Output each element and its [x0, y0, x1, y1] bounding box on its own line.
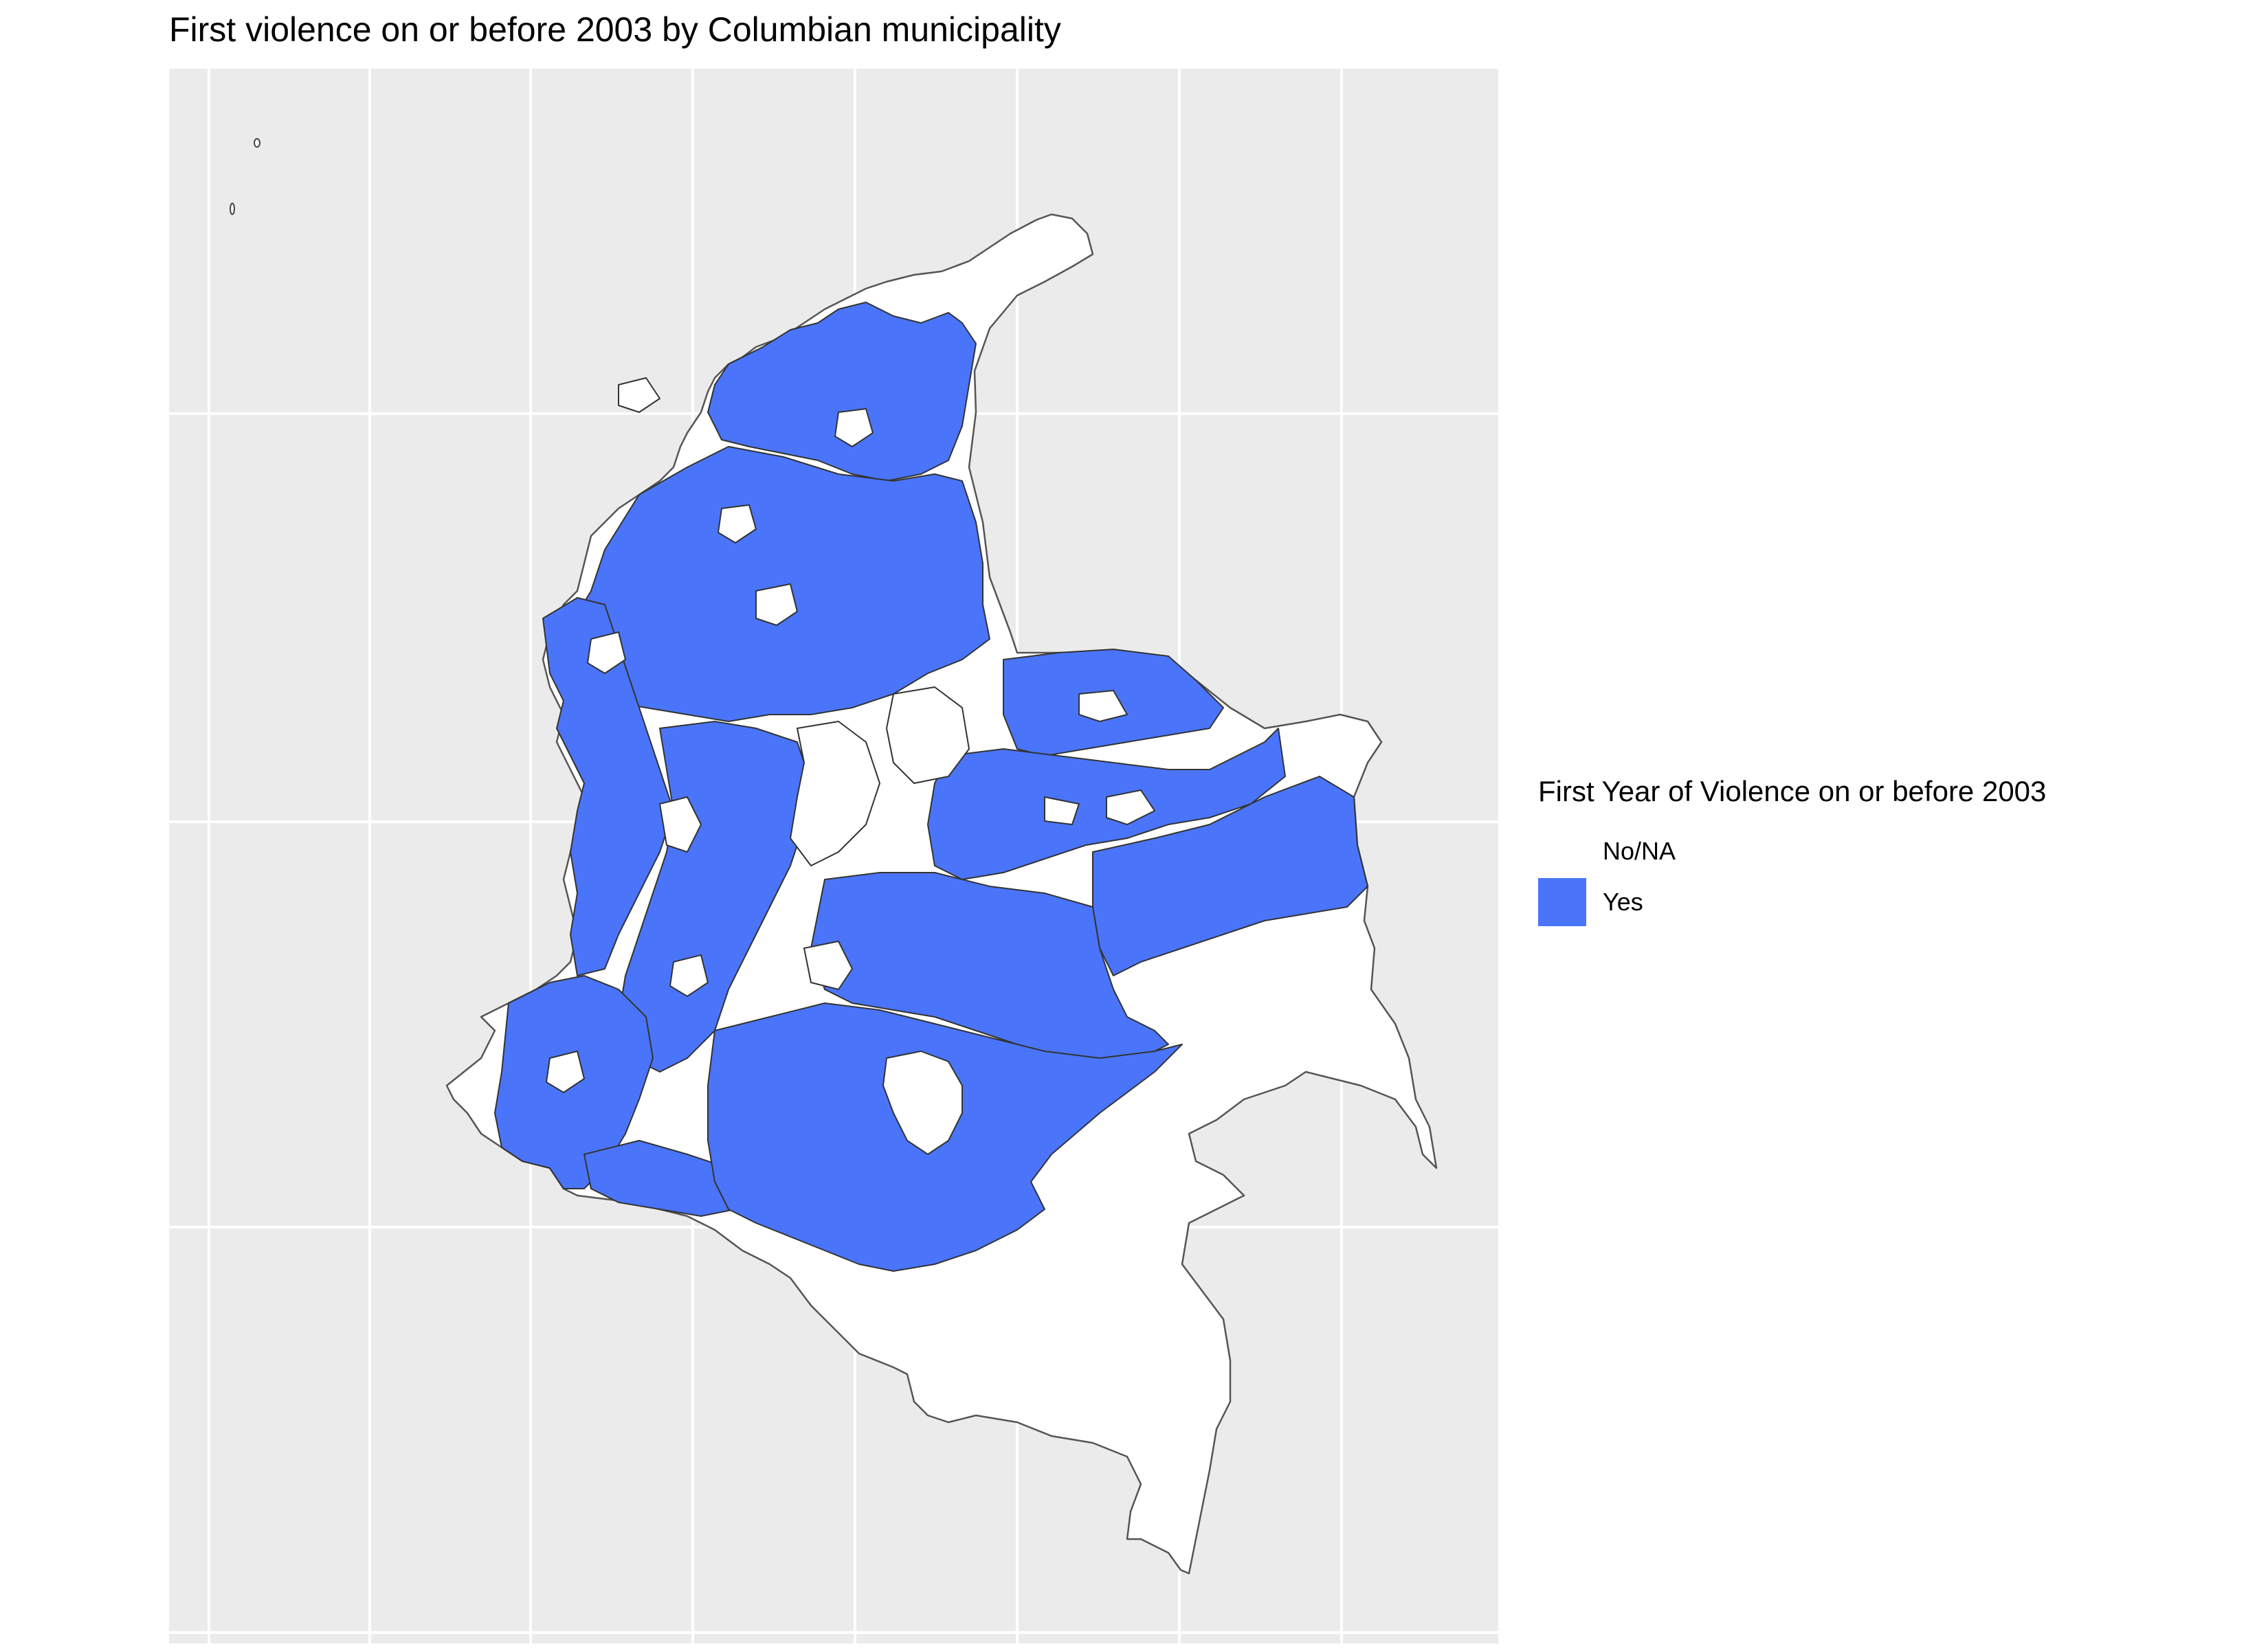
- map-title: First violence on or before 2003 by Colu…: [169, 10, 1061, 49]
- no-region: [1078, 690, 1128, 722]
- no-region: [755, 583, 798, 626]
- legend-label-yes: Yes: [1603, 888, 1643, 916]
- no-region: [659, 796, 702, 853]
- island: [254, 138, 260, 148]
- no-region: [587, 631, 626, 674]
- no-region: [718, 504, 757, 543]
- legend-item-yes: Yes: [1538, 878, 1643, 926]
- yes-region: [1092, 776, 1368, 976]
- no-region: [886, 686, 970, 784]
- no-region: [882, 1051, 963, 1155]
- legend-key-no-swatch: [1538, 827, 1586, 875]
- legend-key-yes-swatch: [1538, 878, 1586, 926]
- no-region: [546, 1051, 585, 1093]
- yes-region: [542, 597, 674, 976]
- yes-region: [707, 302, 977, 482]
- no-region: [803, 941, 853, 990]
- no-region: [790, 721, 880, 866]
- no-region: [1044, 796, 1080, 825]
- no-region: [669, 954, 709, 997]
- legend-item-no: No/NA: [1538, 827, 1676, 875]
- legend-title: First Year of Violence on or before 2003: [1538, 775, 2047, 807]
- islands: [230, 138, 260, 215]
- legend-label-no: No/NA: [1603, 837, 1676, 865]
- island: [230, 203, 235, 215]
- violence-no-holes: [546, 377, 1155, 1155]
- no-region: [1106, 789, 1155, 825]
- no-region: [618, 377, 660, 413]
- legend: First Year of Violence on or before 2003…: [1538, 775, 2047, 926]
- no-region: [834, 408, 874, 447]
